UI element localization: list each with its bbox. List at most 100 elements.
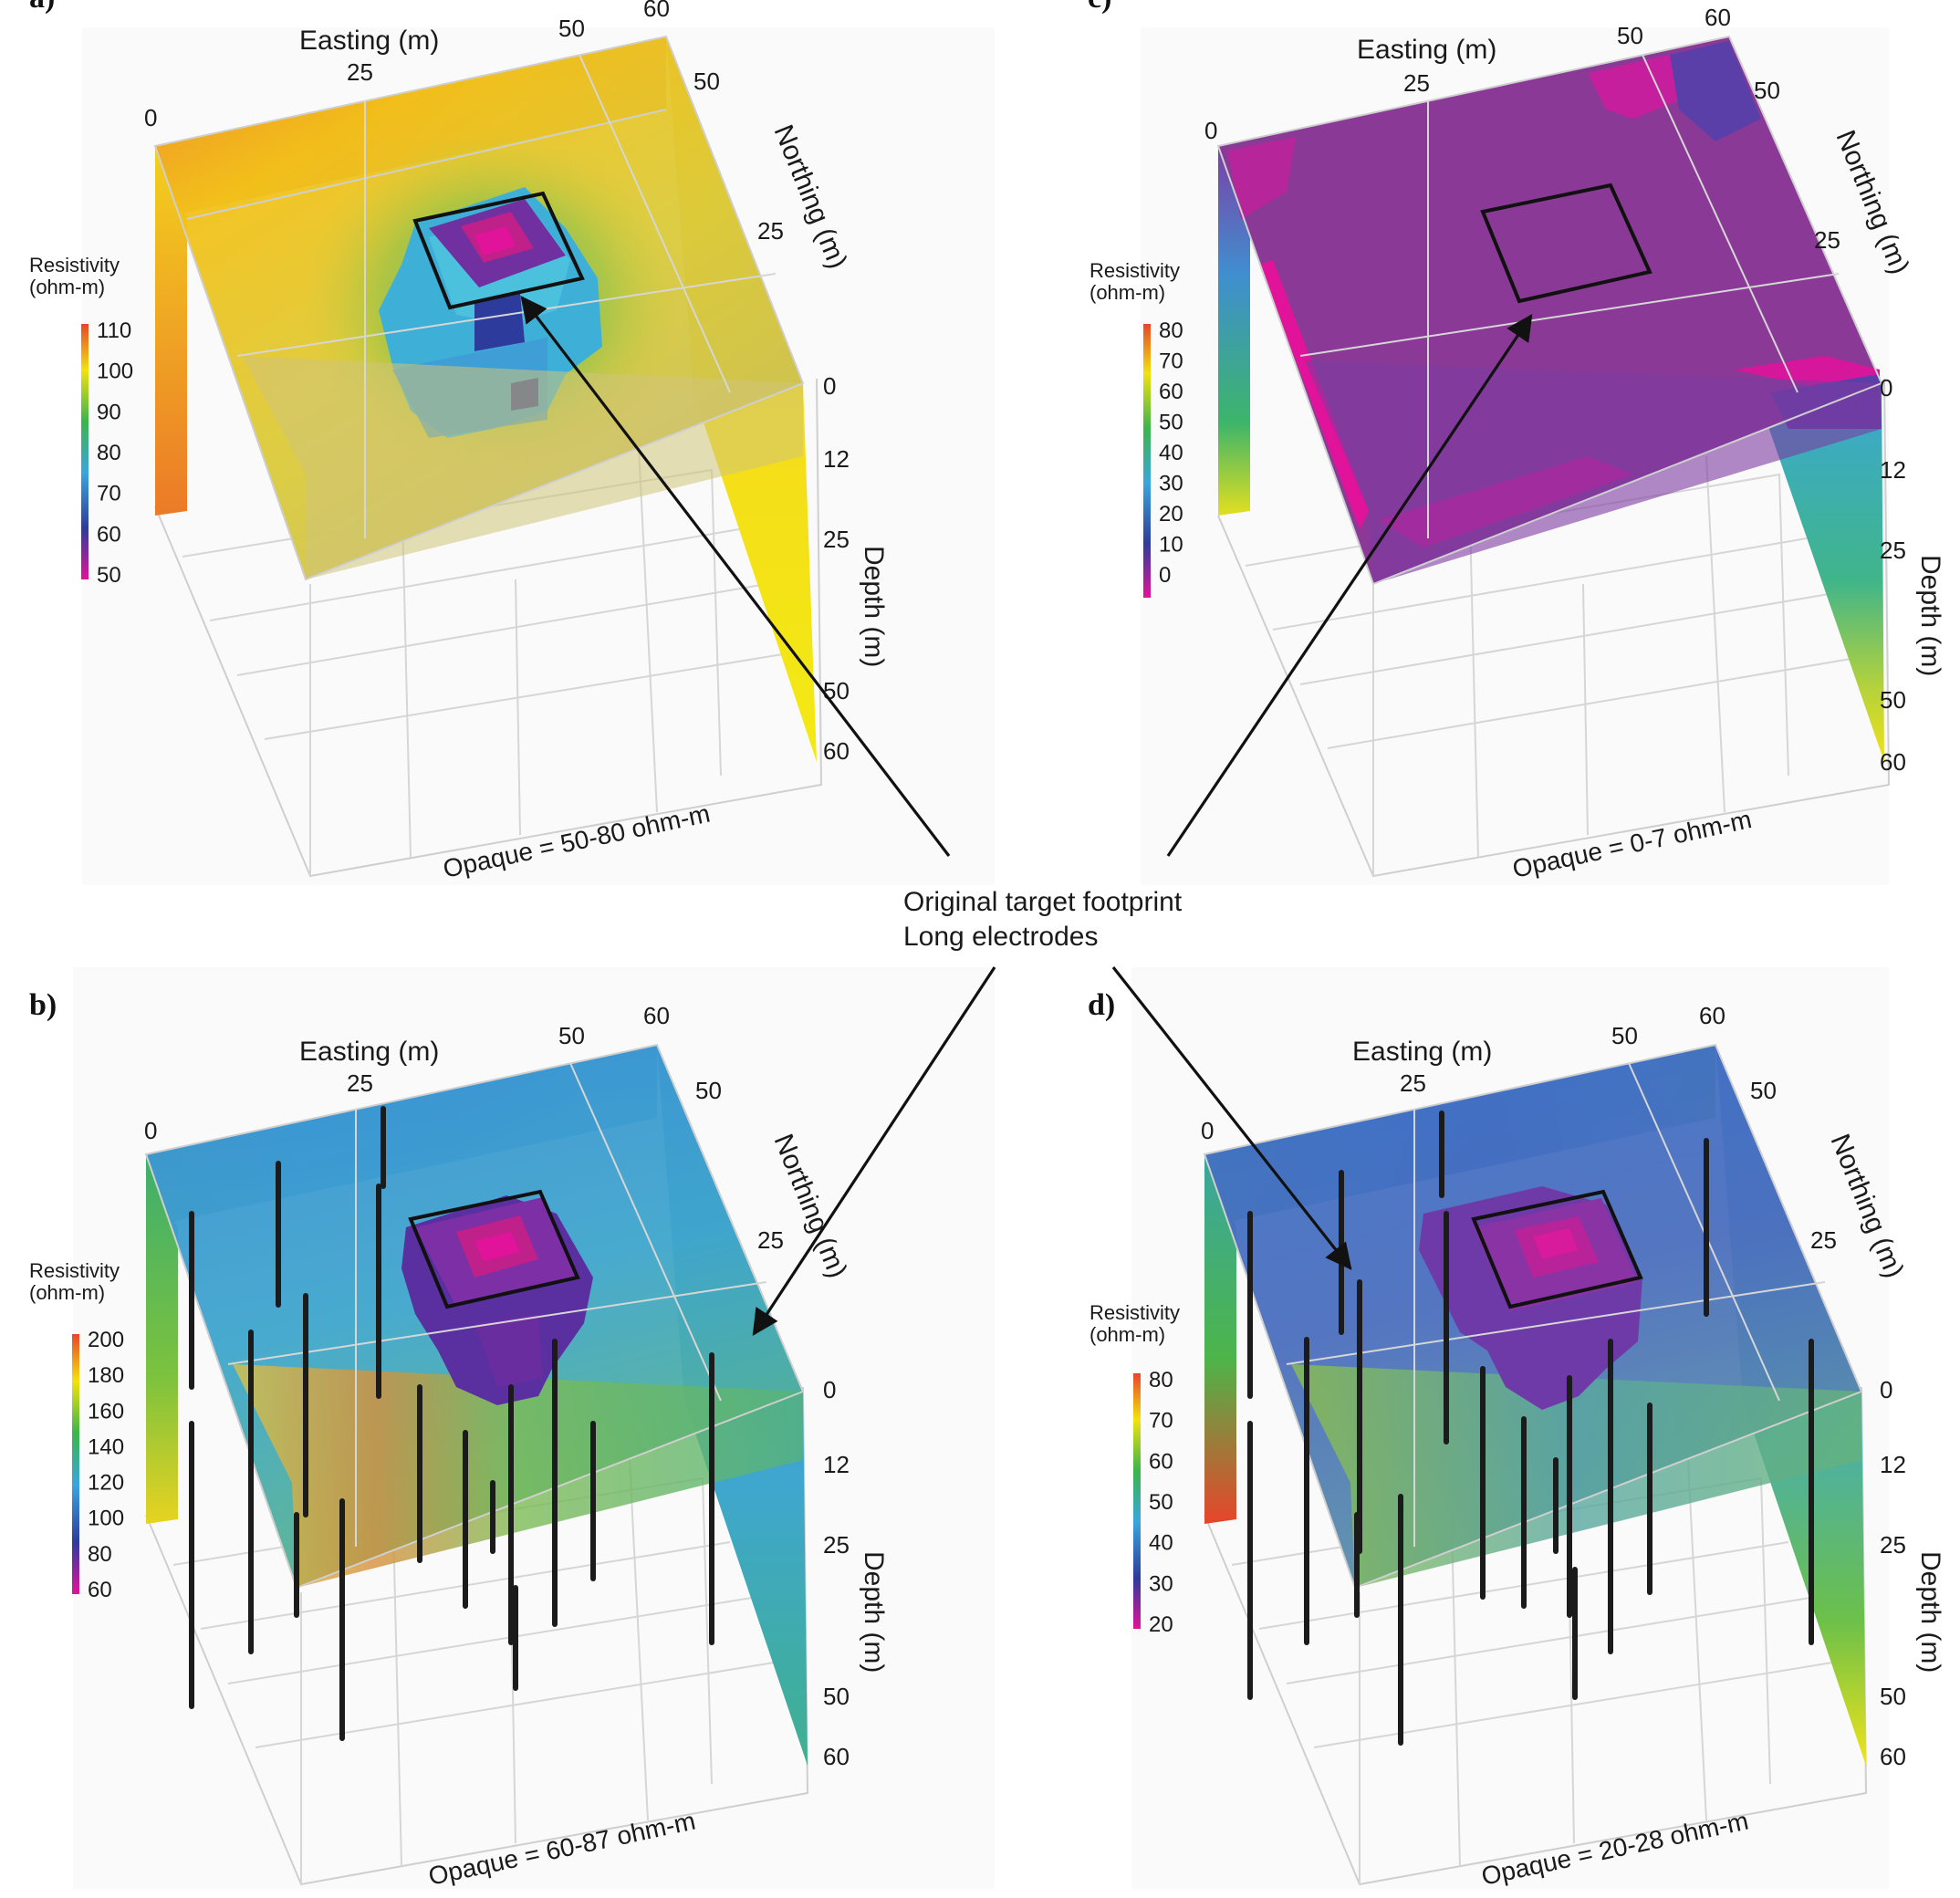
panel-c-colorbar-tick: 60 [1159, 380, 1183, 404]
panel-a-colorbar-title-2: (ohm-m) [29, 276, 105, 298]
panel-c-colorbar-tick: 10 [1159, 533, 1183, 558]
panel-b-front-face [233, 1364, 803, 1588]
panel-d-colorbar-tick: 60 [1149, 1449, 1173, 1474]
panel-a-colorbar [81, 324, 89, 579]
panel-b-depth-tick-25: 25 [823, 1531, 850, 1559]
arrow-to-footprint-a [520, 296, 951, 857]
panel-d-northing-tick-25: 25 [1810, 1226, 1837, 1254]
panel-d-colorbar [1133, 1373, 1141, 1629]
panel-b-left-face [146, 1154, 178, 1524]
panel-c-label: c) [1088, 0, 1111, 15]
panel-d-front-face [1291, 1364, 1861, 1588]
panel-b-colorbar-tick: 200 [88, 1328, 124, 1352]
panel-a-depth-tick-50: 50 [823, 677, 850, 704]
panel-c-front-face [1305, 360, 1882, 584]
panel-b-electrodes [189, 1106, 714, 1741]
panel-c-colorbar [1143, 324, 1151, 598]
panel-a-northing-tick-25: 25 [757, 217, 784, 245]
panel-d-colorbar-tick: 30 [1149, 1571, 1173, 1596]
panel-d-depth-label: Depth (m) [1915, 1551, 1945, 1673]
panel-a-easting-tick-50: 50 [558, 15, 585, 42]
panel-b-northing-tick-25: 25 [757, 1226, 784, 1254]
panel-a-depth-tick-60: 60 [823, 737, 850, 765]
panel-c-colorbar-tick: 40 [1159, 441, 1183, 465]
panel-b: 200 180 160 140 120 100 80 60 Resistivity (ohm-… [29, 967, 995, 1891]
panel-a-label: a) [29, 0, 55, 15]
panel-d-colorbar-tick: 70 [1149, 1409, 1173, 1434]
panel-b-colorbar [72, 1334, 79, 1594]
panel-c-colorbar-tick: 50 [1159, 411, 1183, 435]
panel-b-colorbar-tick: 100 [88, 1507, 124, 1531]
panel-a-colorbar-tick: 110 [97, 318, 131, 343]
panel-c-depth-tick-60: 60 [1880, 748, 1906, 776]
panel-c-colorbar-tick: 80 [1159, 318, 1183, 343]
legend-electrodes-text: Long electrodes [903, 922, 1099, 952]
panel-d-depth-tick-60: 60 [1880, 1743, 1906, 1770]
panel-b-colorbar-tick: 120 [88, 1471, 124, 1496]
panel-c-colorbar-title-1: Resistivity [1089, 259, 1180, 282]
panel-c-colorbar-tick: 30 [1159, 472, 1183, 496]
panel-c-target-footprint [1480, 182, 1652, 304]
panel-c-northing-tick-50: 50 [1754, 77, 1780, 104]
panel-a-easting-tick-0: 0 [144, 104, 157, 131]
panel-d-northing-tick-50: 50 [1750, 1077, 1777, 1104]
panel-b-colorbar-tick: 160 [88, 1399, 124, 1424]
panel-c-colorbar-tick: 20 [1159, 502, 1183, 527]
panel-a-colorbar-title-1: Resistivity [29, 254, 120, 276]
panel-a-colorbar-tick: 80 [97, 441, 121, 465]
panel-d-colorbar-tick: 50 [1149, 1490, 1173, 1515]
panel-b-depth-tick-60: 60 [823, 1743, 850, 1770]
panel-c-easting-tick-0: 0 [1204, 117, 1217, 144]
panel-c-depth-tick-12: 12 [1880, 456, 1906, 484]
panel-b-easting-tick-0: 0 [144, 1117, 157, 1144]
panel-a-northing-tick-50: 50 [693, 68, 720, 95]
panel-d-colorbar-ticks: 80 70 60 50 40 30 20 [1149, 1368, 1173, 1637]
panel-d-easting-tick-60: 60 [1699, 1002, 1725, 1029]
panel-d-depth-tick-0: 0 [1880, 1376, 1892, 1403]
panel-d-easting-tick-25: 25 [1400, 1069, 1426, 1097]
panel-c-wireframe [1217, 378, 1891, 878]
panel-a-colorbar-tick: 90 [97, 400, 121, 424]
panel-a-easting-tick-60: 60 [643, 0, 670, 22]
panel-b-colorbar-tick: 180 [88, 1363, 124, 1388]
panel-c-depth-tick-25: 25 [1880, 537, 1906, 564]
panel-a-colorbar-tick: 60 [97, 522, 121, 547]
panel-b-colorbar-ticks: 200 180 160 140 120 100 80 60 [88, 1328, 124, 1602]
panel-b-colorbar-tick: 140 [88, 1434, 124, 1459]
panel-c-colorbar-tick: 0 [1159, 563, 1171, 588]
panel-c-easting-tick-50: 50 [1617, 22, 1643, 49]
panel-a-colorbar-tick: 50 [97, 563, 121, 588]
arrow-to-footprint-c [1166, 314, 1533, 857]
panel-c-easting-tick-25: 25 [1403, 69, 1430, 97]
panel-b-colorbar-tick: 80 [88, 1542, 112, 1567]
panel-b-target-footprint [408, 1189, 580, 1309]
panel-d-label: d) [1088, 988, 1115, 1022]
panel-c-easting-tick-60: 60 [1705, 4, 1731, 31]
panel-d-depth-tick-12: 12 [1880, 1451, 1906, 1478]
panel-d-easting-tick-0: 0 [1201, 1117, 1214, 1144]
arrow-to-electrode-d [1111, 966, 1352, 1270]
panel-a-colorbar-tick: 100 [97, 360, 133, 384]
panel-c-northing-tick-25: 25 [1814, 226, 1840, 254]
panel-d-colorbar-tick: 80 [1149, 1368, 1173, 1392]
panel-b-opaque-body [401, 1195, 593, 1405]
panel-d-opaque-body [1419, 1186, 1642, 1410]
panel-a-colorbar-tick: 70 [97, 482, 121, 506]
panel-d-depth-tick-50: 50 [1880, 1683, 1906, 1710]
panel-d-colorbar-tick: 20 [1149, 1612, 1173, 1637]
panel-a-front-face [242, 356, 803, 579]
panel-d-target-footprint [1471, 1189, 1643, 1309]
panel-d-depth-tick-25: 25 [1880, 1531, 1906, 1559]
panel-d-easting-label: Easting (m) [1352, 1037, 1492, 1067]
panel-b-colorbar-title-1: Resistivity [29, 1259, 120, 1282]
panel-d-easting-tick-50: 50 [1611, 1022, 1638, 1049]
panel-b-northing-tick-50: 50 [695, 1077, 722, 1104]
panel-d-left-face [1204, 1154, 1236, 1524]
panel-c-easting-label: Easting (m) [1357, 35, 1496, 65]
panel-b-colorbar-title-2: (ohm-m) [29, 1281, 105, 1304]
panel-c-depth-label: Depth (m) [1915, 555, 1945, 676]
panel-d-colorbar-tick: 40 [1149, 1531, 1173, 1556]
panel-c-colorbar-ticks: 80 70 60 50 40 30 20 10 0 [1159, 318, 1183, 588]
arrow-to-electrode-b [752, 966, 996, 1337]
panel-d-electrodes [1247, 1111, 1814, 1746]
